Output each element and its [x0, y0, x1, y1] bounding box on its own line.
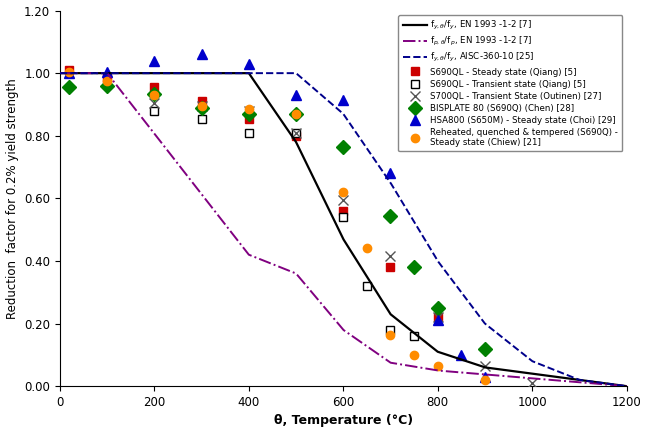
Legend: f$_{y, θ}$/f$_{y}$, EN 1993 -1-2 [7], f$_{p, θ}$/f$_{p}$, EN 1993 -1-2 [7], f$_{: f$_{y, θ}$/f$_{y}$, EN 1993 -1-2 [7], f$…: [398, 15, 622, 151]
X-axis label: θ, Temperature (°C): θ, Temperature (°C): [274, 414, 413, 427]
Y-axis label: Reduction  factor for 0.2% yield strength: Reduction factor for 0.2% yield strength: [6, 78, 19, 319]
